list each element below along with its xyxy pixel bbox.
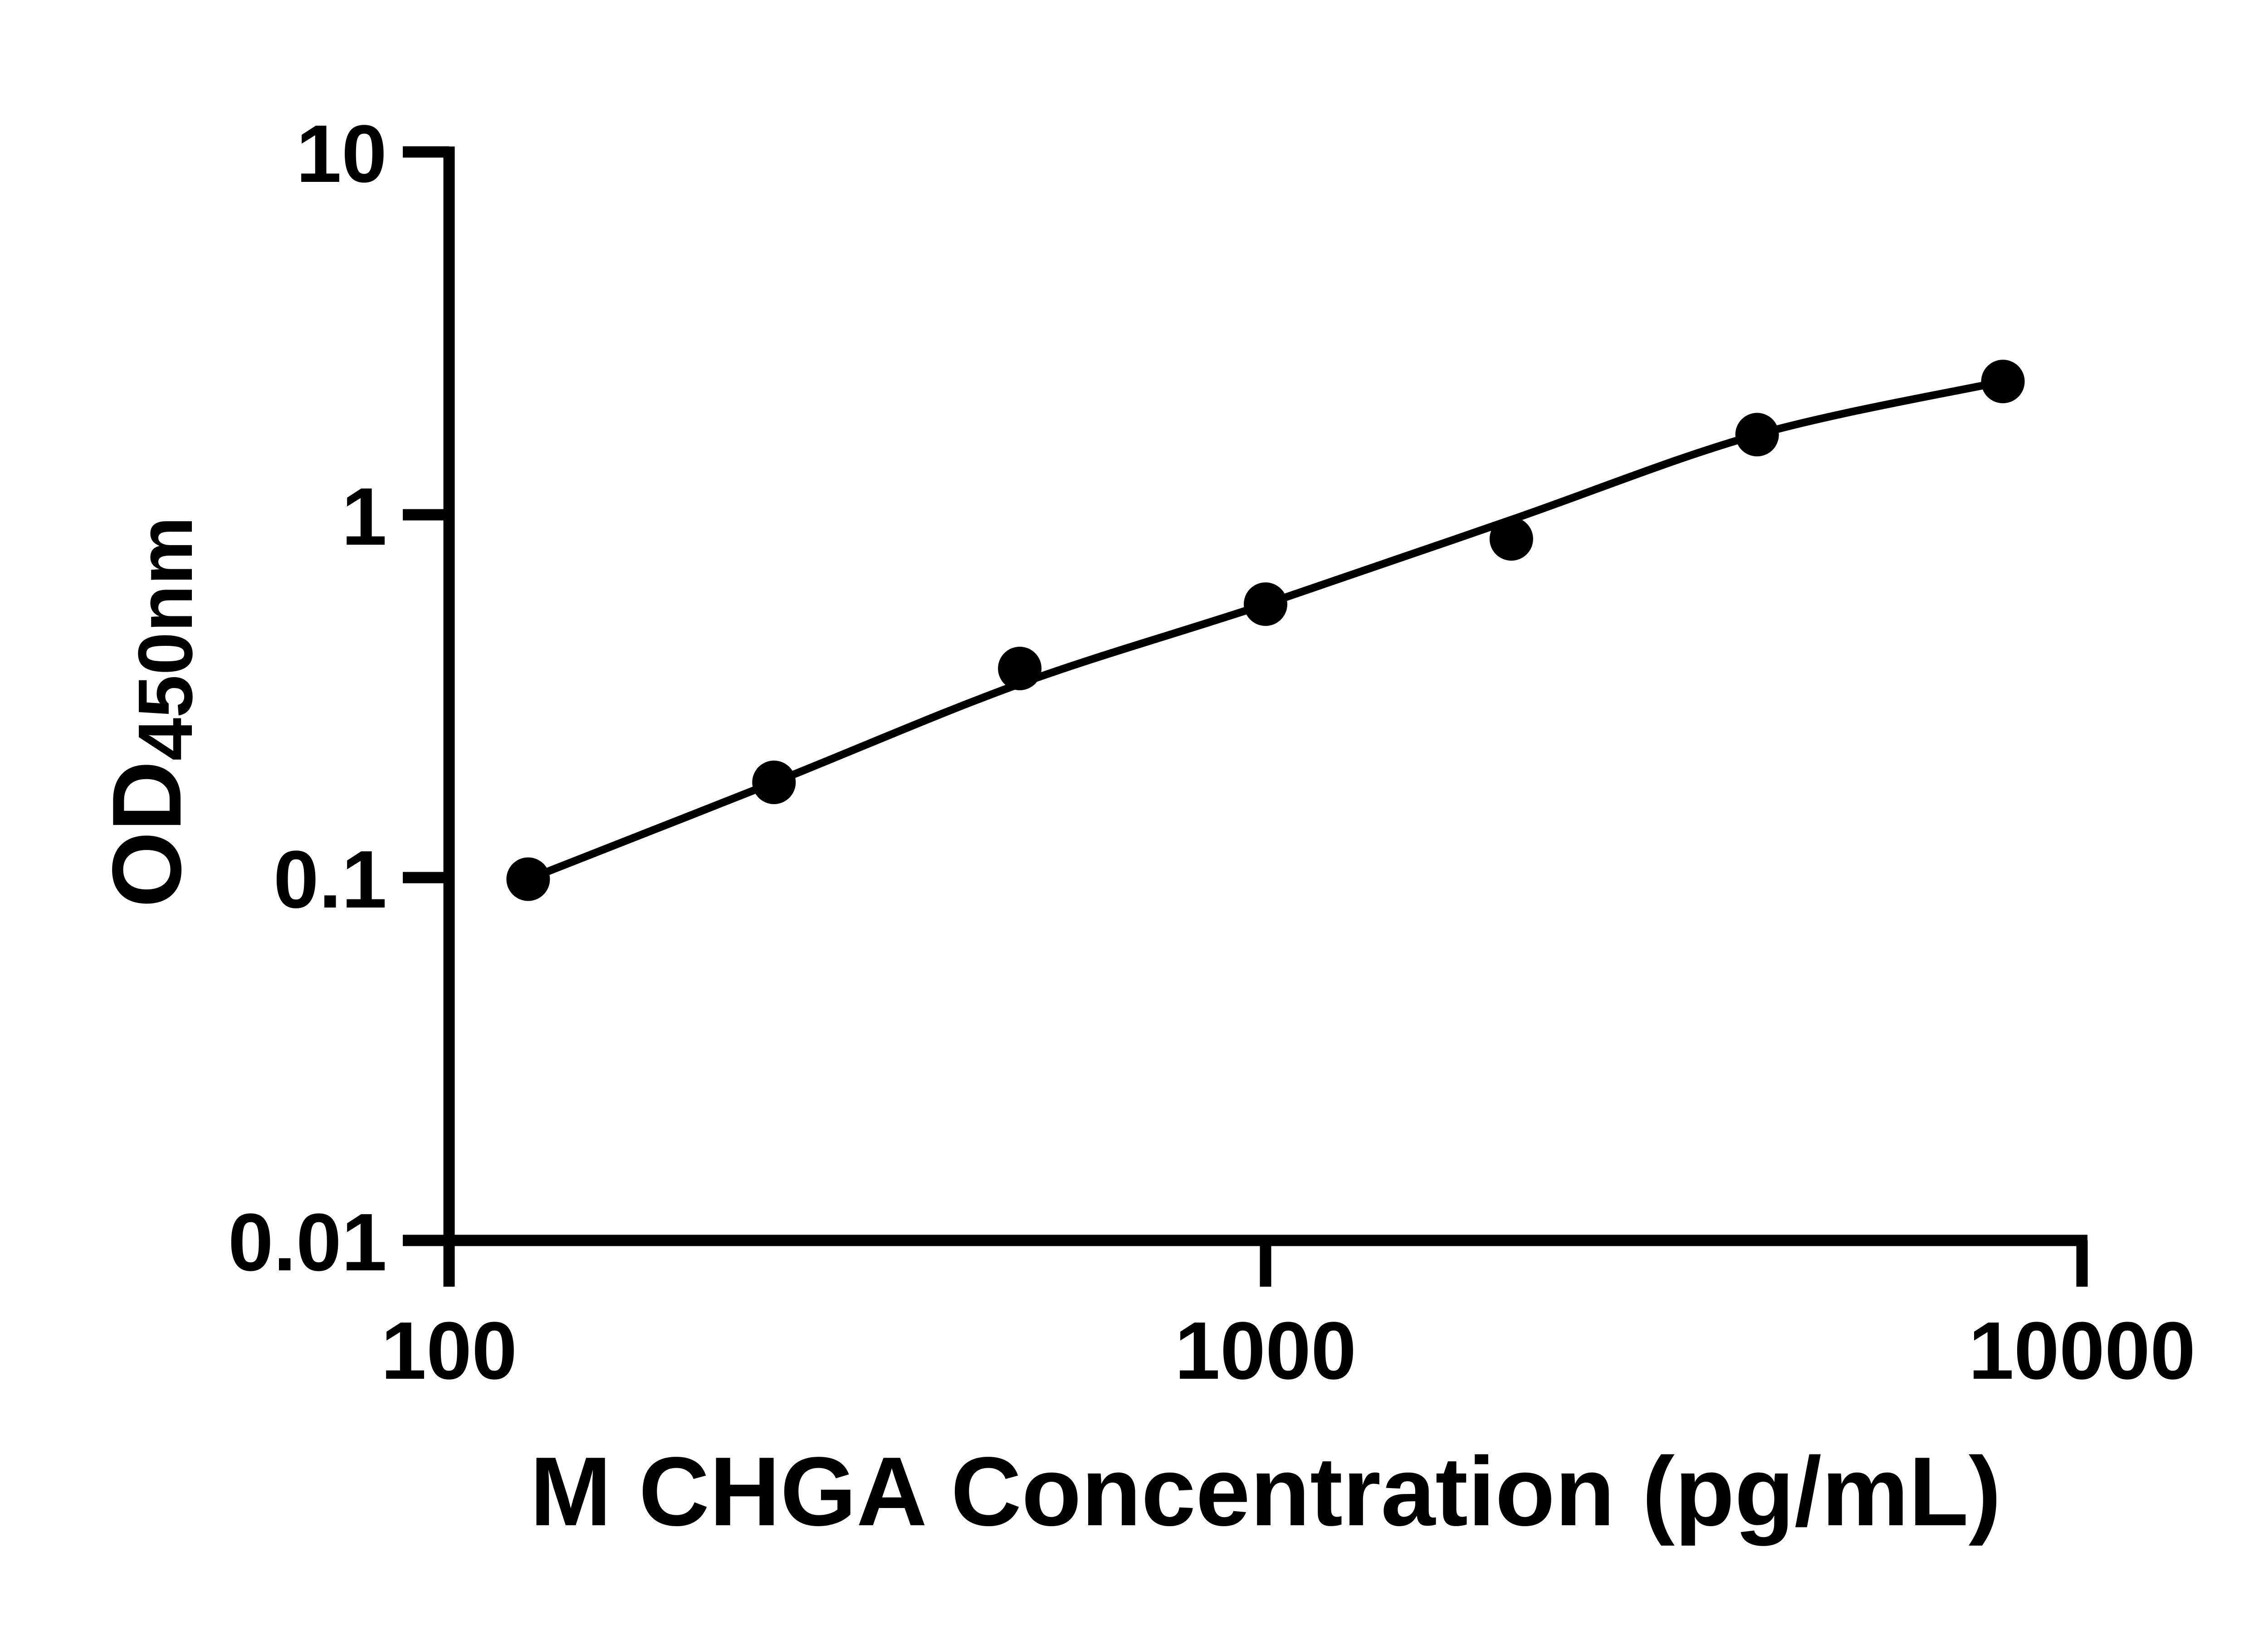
y-axis-title: OD450nm	[92, 517, 209, 908]
x-tick-label: 10000	[1969, 1305, 2196, 1396]
x-tick-label: 1000	[1175, 1305, 1356, 1396]
y-tick-label: 1	[342, 471, 387, 562]
y-axis-title-subscript: 450nm	[122, 517, 209, 761]
x-axis-tick-labels: 100 1000 10000	[381, 1305, 2195, 1396]
data-point	[506, 857, 550, 901]
x-axis-ticks	[443, 1240, 2088, 1287]
x-tick-label: 100	[381, 1305, 517, 1396]
data-point	[1735, 413, 1779, 457]
y-axis-title-main: OD	[92, 761, 201, 908]
y-tick-label: 0.01	[228, 1197, 387, 1288]
y-axis-ticks	[403, 146, 449, 1246]
data-point	[1489, 517, 1533, 561]
data-point-layer	[506, 360, 2025, 901]
y-tick-label: 10	[296, 108, 387, 200]
x-axis-title: M CHGA Concentration (pg/mL)	[530, 1436, 2001, 1546]
data-point	[1244, 582, 1287, 626]
y-axis-tick-labels: 10 1 0.1 0.01	[228, 108, 387, 1288]
data-point	[998, 646, 1042, 690]
y-tick-label: 0.1	[274, 834, 387, 925]
data-point	[752, 761, 796, 804]
data-point	[1981, 360, 2025, 404]
